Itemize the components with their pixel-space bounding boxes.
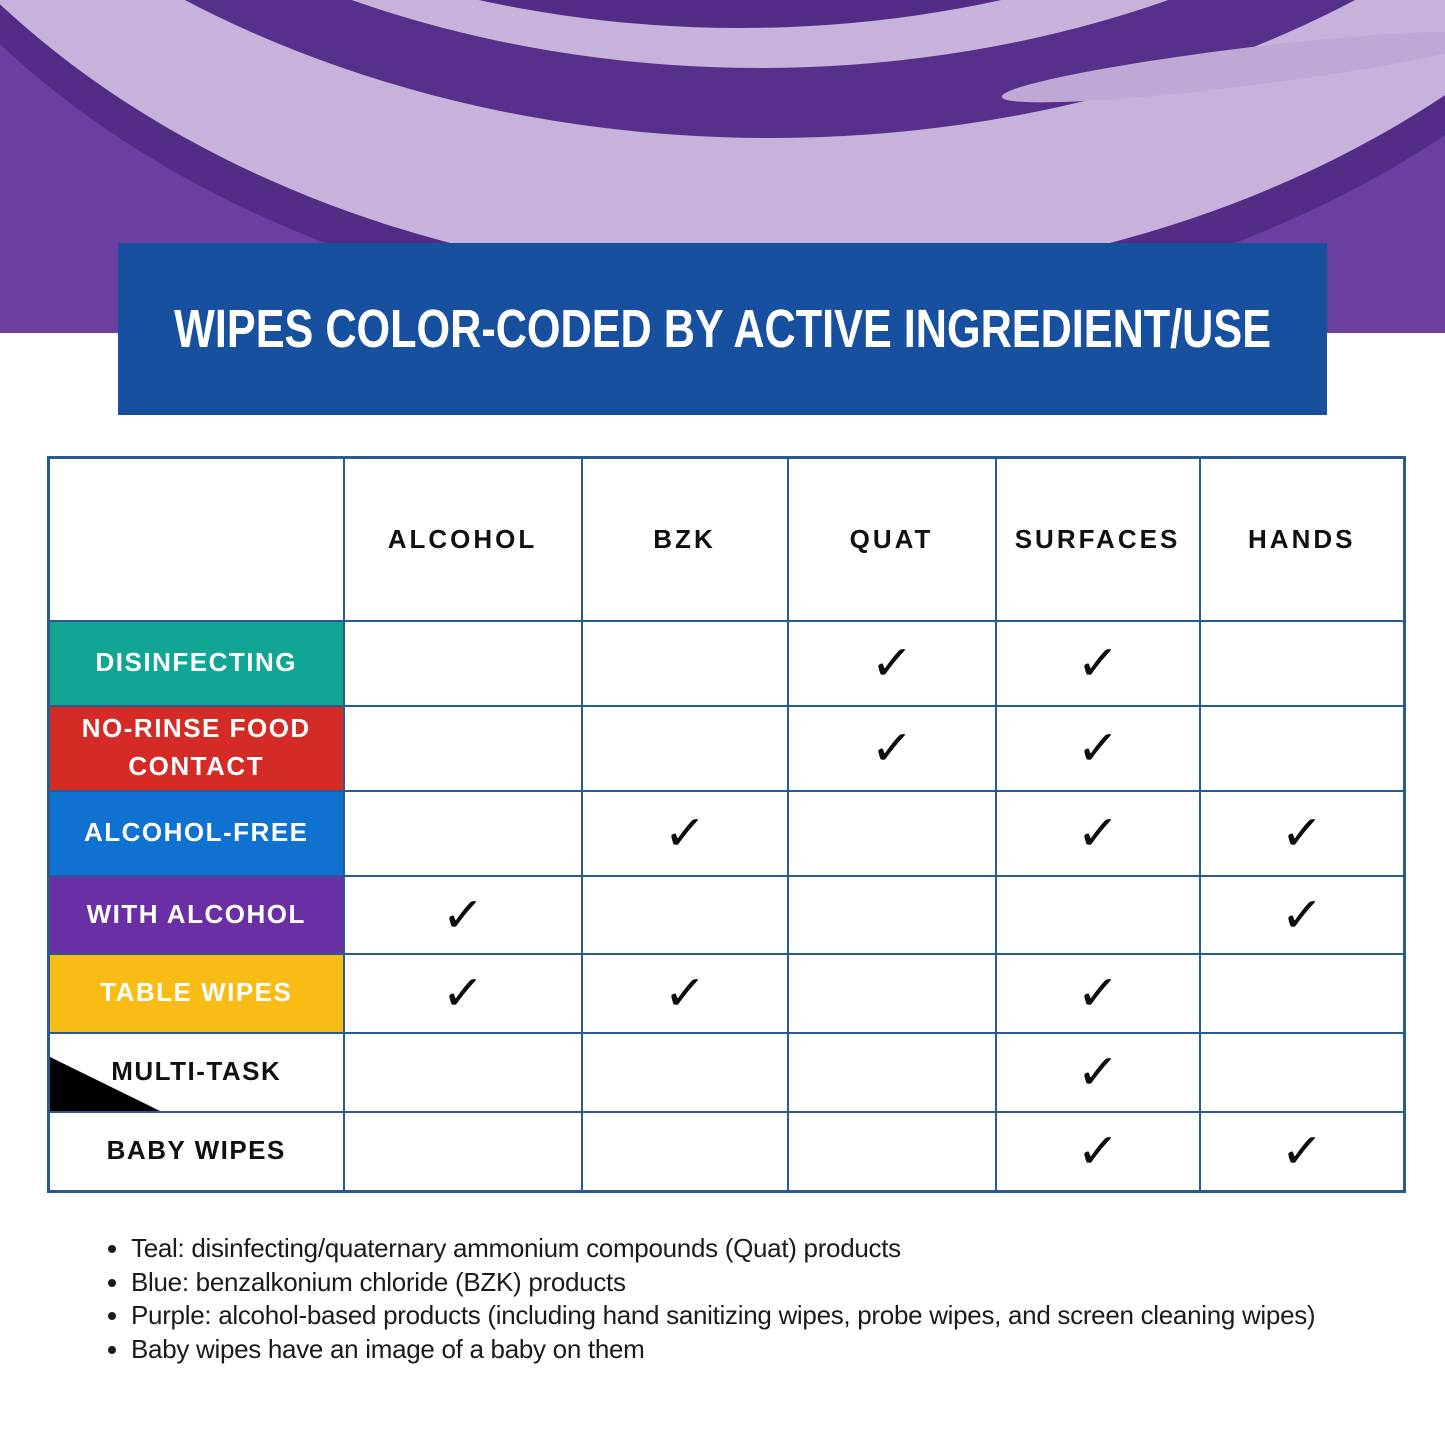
checkmark-icon: ✓ [1279,1122,1325,1181]
empty-cell [342,1110,583,1193]
empty-cell [580,619,789,707]
empty-cell [1198,704,1406,792]
column-header-quat: QUAT [786,456,997,622]
empty-cell [580,1031,789,1113]
matrix-corner-cell [47,456,345,622]
checkmark-icon: ✓ [1075,1042,1120,1102]
empty-cell [1198,619,1406,707]
checkmark-cell: ✓ [994,1031,1201,1113]
checkmark-cell: ✓ [1198,874,1406,955]
table-row: BABY WIPES ✓ ✓ [47,1110,1406,1193]
checkmark-icon: ✓ [1075,963,1120,1023]
checkmark-cell: ✓ [786,704,997,792]
matrix-head: ALCOHOL BZK QUAT SURFACES HANDS [47,456,1406,622]
empty-cell [580,874,789,955]
checkmark-cell: ✓ [580,952,789,1034]
title-banner: WIPES COLOR-CODED BY ACTIVE INGREDIENT/U… [118,243,1327,415]
table-row: MULTI-TASK ✓ [47,1031,1406,1113]
checkmark-cell: ✓ [342,952,583,1034]
empty-cell [786,1110,997,1193]
legend-notes: Teal: disinfecting/quaternary ammonium c… [103,1232,1403,1366]
row-label-no-rinse-food-contact: NO-RINSE FOOD CONTACT [47,704,345,792]
row-label-table-wipes: TABLE WIPES [47,952,345,1034]
table-row: ALCOHOL-FREE ✓ ✓ ✓ [47,789,1406,877]
checkmark-icon: ✓ [662,803,707,863]
checkmark-icon: ✓ [869,633,914,693]
checkmark-icon: ✓ [1075,1122,1120,1181]
checkmark-icon: ✓ [1279,803,1325,863]
checkmark-icon: ✓ [1075,633,1120,693]
checkmark-icon: ✓ [1279,885,1325,944]
checkmark-cell: ✓ [994,1110,1201,1193]
row-label-alcohol-free: ALCOHOL-FREE [47,789,345,877]
column-header-bzk: BZK [580,456,789,622]
empty-cell [786,952,997,1034]
checkmark-cell: ✓ [1198,789,1406,877]
empty-cell [342,704,583,792]
hero-header [0,0,1445,333]
empty-cell [786,874,997,955]
checkmark-cell: ✓ [1198,1110,1406,1193]
checkmark-icon: ✓ [440,963,485,1023]
empty-cell [342,619,583,707]
row-label-disinfecting: DISINFECTING [47,619,345,707]
legend-note: Teal: disinfecting/quaternary ammonium c… [131,1232,1403,1266]
table-row: WITH ALCOHOL ✓ ✓ [47,874,1406,955]
row-label-with-alcohol: WITH ALCOHOL [47,874,345,955]
checkmark-icon: ✓ [440,885,485,944]
table-row: NO-RINSE FOOD CONTACT ✓ ✓ [47,704,1406,792]
empty-cell [342,789,583,877]
checkmark-cell: ✓ [786,619,997,707]
empty-cell [1198,1031,1406,1113]
checkmark-cell: ✓ [994,704,1201,792]
page-title: WIPES COLOR-CODED BY ACTIVE INGREDIENT/U… [174,299,1271,359]
legend-note: Purple: alcohol-based products (includin… [131,1299,1403,1333]
checkmark-icon: ✓ [869,718,914,778]
matrix-body: DISINFECTING ✓ ✓ NO-RINSE FOOD CONTACT ✓ ✓ ALC… [47,619,1406,1193]
table-row: DISINFECTING ✓ ✓ [47,619,1406,707]
empty-cell [994,874,1201,955]
checkmark-cell: ✓ [994,789,1201,877]
column-header-hands: HANDS [1198,456,1406,622]
row-label-baby-wipes: BABY WIPES [47,1110,345,1193]
column-header-alcohol: ALCOHOL [342,456,583,622]
legend-notes-list: Teal: disinfecting/quaternary ammonium c… [103,1232,1403,1366]
row-label-multi-task: MULTI-TASK [47,1031,345,1113]
empty-cell [342,1031,583,1113]
matrix-header-row: ALCOHOL BZK QUAT SURFACES HANDS [47,456,1406,622]
checkmark-cell: ✓ [580,789,789,877]
empty-cell [580,704,789,792]
wipes-matrix-table: ALCOHOL BZK QUAT SURFACES HANDS DISINFECTING… [47,456,1406,1193]
legend-note: Blue: benzalkonium chloride (BZK) produc… [131,1266,1403,1300]
checkmark-cell: ✓ [994,952,1201,1034]
column-header-surfaces: SURFACES [994,456,1201,622]
checkmark-icon: ✓ [1075,803,1120,863]
legend-note: Baby wipes have an image of a baby on th… [131,1333,1403,1367]
checkmark-cell: ✓ [342,874,583,955]
empty-cell [786,789,997,877]
table-row: TABLE WIPES ✓ ✓ ✓ [47,952,1406,1034]
checkmark-icon: ✓ [1075,718,1120,778]
empty-cell [580,1110,789,1193]
black-corner-triangle-icon [50,1056,161,1110]
empty-cell [786,1031,997,1113]
empty-cell [1198,952,1406,1034]
checkmark-icon: ✓ [662,963,707,1023]
checkmark-cell: ✓ [994,619,1201,707]
